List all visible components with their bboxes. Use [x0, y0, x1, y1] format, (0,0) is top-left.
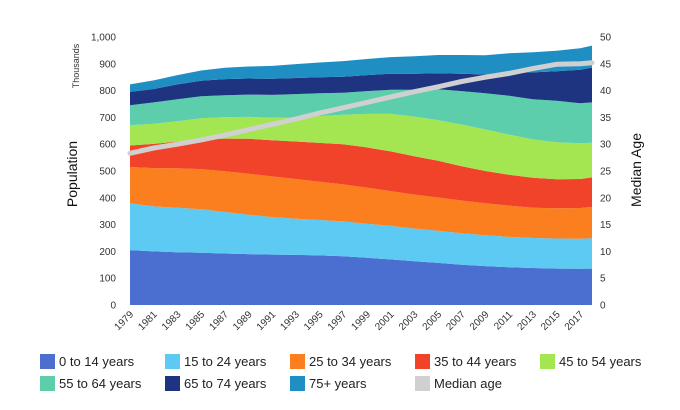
legend-label-65-to-74-years: 65 to 74 years — [184, 376, 267, 391]
y2-tick-label: 0 — [600, 301, 606, 312]
x-tick-label: 2005 — [421, 309, 445, 333]
area-15-to-24-years — [130, 203, 592, 269]
legend-swatch-0-to-14-years — [40, 354, 55, 369]
y2-tick-label: 10 — [600, 247, 612, 258]
y-tick-label: 500 — [99, 167, 116, 178]
y2-tick-label: 40 — [600, 86, 612, 97]
y-tick-label: 600 — [99, 140, 116, 151]
x-tick-label: 1989 — [231, 309, 255, 333]
legend-label-45-to-54-years: 45 to 54 years — [559, 354, 642, 369]
legend-swatch-median-age — [415, 376, 430, 391]
y-axis-units: Thousands — [71, 43, 81, 88]
legend-label-0-to-14-years: 0 to 14 years — [59, 354, 135, 369]
x-tick-label: 2011 — [492, 309, 515, 332]
legend-label-55-to-64-years: 55 to 64 years — [59, 376, 142, 391]
legend-label-75plus-years: 75+ years — [309, 376, 367, 391]
x-tick-label: 2007 — [444, 309, 468, 333]
x-tick-label: 1979 — [113, 309, 137, 333]
legend-label-15-to-24-years: 15 to 24 years — [184, 354, 267, 369]
legend-label-35-to-44-years: 35 to 44 years — [434, 354, 517, 369]
x-tick-label: 1985 — [184, 309, 208, 333]
legend-swatch-25-to-34-years — [290, 354, 305, 369]
legend-swatch-35-to-44-years — [415, 354, 430, 369]
legend-swatch-65-to-74-years — [165, 376, 180, 391]
y-tick-label: 700 — [99, 113, 116, 124]
y-tick-label: 800 — [99, 86, 116, 97]
x-tick-label: 2013 — [515, 309, 539, 333]
y-tick-label: 300 — [99, 220, 116, 231]
legend-swatch-75plus-years — [290, 376, 305, 391]
x-tick-label: 2009 — [468, 309, 492, 333]
y-tick-label: 900 — [99, 59, 116, 70]
x-tick-label: 1993 — [278, 309, 302, 333]
y2-axis-title: Median Age — [628, 133, 644, 207]
right-axis-ticks: 0 5 10 15 20 25 30 35 40 45 50 — [600, 33, 612, 312]
y-axis-title: Population — [64, 141, 80, 207]
y2-tick-label: 5 — [600, 274, 606, 285]
x-tick-label: 2001 — [373, 309, 397, 333]
legend: 0 to 14 years 15 to 24 years 25 to 34 year… — [40, 354, 642, 391]
y2-tick-label: 50 — [600, 33, 612, 44]
area-25-to-34-years — [130, 167, 592, 239]
x-tick-label: 1999 — [350, 309, 374, 333]
x-tick-label: 1997 — [326, 309, 350, 333]
legend-label-median-age: Median age — [434, 376, 502, 391]
y2-tick-label: 20 — [600, 193, 612, 204]
x-tick-label: 2017 — [563, 309, 587, 333]
x-tick-label: 1987 — [207, 309, 231, 333]
legend-swatch-55-to-64-years — [40, 376, 55, 391]
y-tick-label: 400 — [99, 193, 116, 204]
area-55-to-64-years — [130, 89, 592, 144]
left-axis-ticks: 0 100 200 300 400 500 600 700 800 900 1,000 — [91, 33, 116, 312]
x-tick-label: 1991 — [255, 309, 279, 333]
x-tick-label: 2015 — [539, 309, 563, 333]
legend-swatch-45-to-54-years — [540, 354, 555, 369]
area-35-to-44-years — [130, 138, 592, 209]
area-75plus-years — [130, 45, 592, 92]
median-age-line-layer — [127, 60, 595, 156]
y-tick-label: 0 — [110, 301, 116, 312]
y-tick-label: 1,000 — [91, 33, 116, 44]
area-0-to-14-years — [130, 250, 592, 305]
x-axis-ticks: 1979 1981 1983 1985 1987 1989 1991 1993 1995 1997… — [113, 309, 587, 333]
y2-tick-label: 15 — [600, 220, 612, 231]
y2-tick-label: 45 — [600, 59, 612, 70]
x-tick-label: 1983 — [160, 309, 184, 333]
x-tick-label: 1981 — [136, 309, 160, 333]
x-tick-label: 1995 — [302, 309, 326, 333]
y2-tick-label: 35 — [600, 113, 612, 124]
y-tick-label: 100 — [99, 274, 116, 285]
y2-tick-label: 30 — [600, 140, 612, 151]
line-median-age — [127, 60, 595, 156]
legend-swatch-15-to-24-years — [165, 354, 180, 369]
y-tick-label: 200 — [99, 247, 116, 258]
legend-label-25-to-34-years: 25 to 34 years — [309, 354, 392, 369]
area-layers — [130, 45, 592, 305]
x-tick-label: 2003 — [397, 309, 421, 333]
y2-tick-label: 25 — [600, 167, 612, 178]
